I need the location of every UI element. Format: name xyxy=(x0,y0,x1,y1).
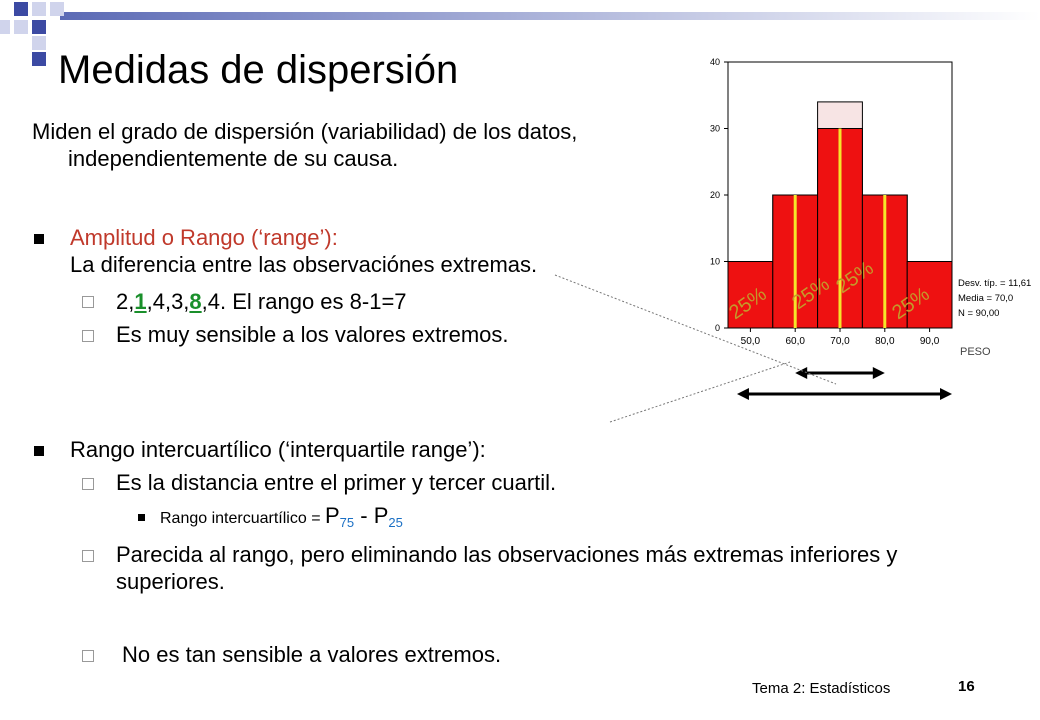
range-heading: Amplitud o Rango (‘range’): xyxy=(70,225,338,250)
iqr-formula-p75: P xyxy=(324,503,340,528)
range-example: 2,1,4,3,8,4. El rango es 8-1=7 xyxy=(116,288,407,315)
range-definition: La diferencia entre las observaciónes ex… xyxy=(70,252,538,277)
y-tick-label: 10 xyxy=(710,257,720,267)
range-example-part: 2, xyxy=(116,289,135,314)
iqr-formula-minus: - xyxy=(354,503,374,528)
stats-text: Media = 70,0 xyxy=(958,293,1013,304)
intro-text: Miden el grado de dispersión (variabilid… xyxy=(32,119,578,171)
footer-label: Tema 2: Estadísticos xyxy=(752,680,891,697)
histogram-chart: 0 10 20 30 40 50,0 60,0 70,0 80,0 90,0 PESO Desv. t… xyxy=(710,57,1031,400)
page-title: Medidas de dispersión xyxy=(58,48,459,92)
iqr-not-sensitive: No es tan sensible a valores extremos. xyxy=(122,642,502,667)
x-tick-label: 50,0 xyxy=(741,336,761,347)
sub-bullet-icon xyxy=(82,650,94,662)
bullet-square xyxy=(34,234,44,244)
range-example-min: 1 xyxy=(134,289,147,314)
range-example-max: 8 xyxy=(189,289,202,314)
iqr-arrow-head-right xyxy=(872,367,885,379)
range-example-part: ,4. El rango es 8-1=7 xyxy=(201,289,407,314)
sub-bullet-icon xyxy=(82,478,94,490)
iqr-arrow-head-left xyxy=(795,367,808,379)
iqr-formula-sub25: 25 xyxy=(388,515,403,531)
range-example-part: ,4,3, xyxy=(146,289,190,314)
x-tick-label: 60,0 xyxy=(785,336,805,347)
y-tick-label: 30 xyxy=(710,124,720,134)
sub-bullet-icon xyxy=(82,550,94,562)
iqr-formula-p25: P xyxy=(373,503,389,528)
x-tick-label: 90,0 xyxy=(920,336,940,347)
sub-bullet-icon xyxy=(82,296,94,308)
iqr-formula: Rango intercuartílico = P75 - P25 xyxy=(160,503,403,533)
iqr-similar: Parecida al rango, pero eliminando las o… xyxy=(116,542,898,594)
bullet-small-square xyxy=(138,514,145,521)
sub-bullet-icon xyxy=(82,330,94,342)
iqr-formula-prefix: Rango intercuartílico = xyxy=(160,510,325,527)
x-tick-label: 70,0 xyxy=(830,336,850,347)
y-tick-label: 40 xyxy=(710,57,720,67)
header-decoration xyxy=(0,0,1040,40)
iqr-formula-sub75: 75 xyxy=(339,515,355,531)
page-number: 16 xyxy=(958,678,975,695)
x-tick-label: 80,0 xyxy=(875,336,895,347)
iqr-heading: Rango intercuartílico (‘interquartile ra… xyxy=(70,437,486,462)
header-decoration-graphic xyxy=(0,2,1040,34)
y-tick-label: 0 xyxy=(715,323,720,333)
x-axis-label: PESO xyxy=(960,346,991,358)
iqr-definition: Es la distancia entre el primer y tercer… xyxy=(116,470,557,495)
histogram-bar xyxy=(906,261,953,329)
range-note: Es muy sensible a los valores extremos. xyxy=(116,322,509,347)
range-arrow-head-right xyxy=(940,388,952,400)
stats-text: N = 90,00 xyxy=(958,308,999,319)
bullet-square xyxy=(34,446,44,456)
header-decoration-lower xyxy=(32,36,46,66)
y-tick-label: 20 xyxy=(710,190,720,200)
stats-text: Desv. típ. = 11,61 xyxy=(958,278,1031,289)
range-arrow-head-left xyxy=(736,388,749,400)
